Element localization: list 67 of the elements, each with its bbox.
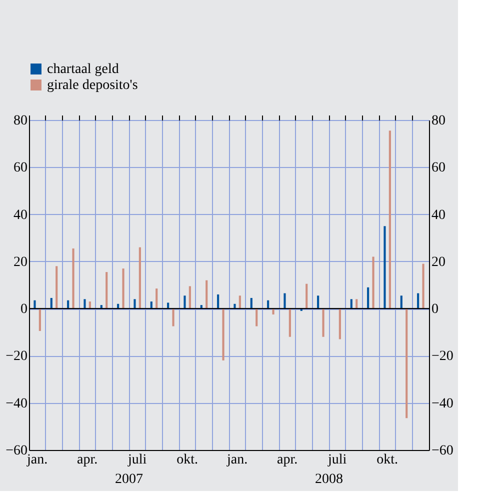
bar: [322, 308, 324, 337]
bar: [56, 266, 58, 309]
y2-tick-label: −60: [432, 444, 454, 458]
bar: [238, 296, 241, 309]
y2-tick-label: 20: [432, 254, 446, 270]
bar: [256, 308, 258, 326]
legend-label: girale deposito's: [47, 78, 138, 93]
bar: [167, 302, 170, 309]
y-tick-label: 80: [14, 114, 28, 128]
bar: [138, 247, 141, 309]
bar: [367, 287, 370, 309]
bar: [317, 296, 320, 309]
y2-tick-label: −40: [432, 396, 454, 412]
bar: [72, 248, 74, 309]
y-tick-label: −40: [6, 396, 28, 412]
y-tick-label: 40: [14, 208, 28, 223]
x-tick-label: apr.: [277, 452, 298, 468]
bar: [350, 299, 352, 309]
x-tick-label: juli: [326, 452, 347, 468]
y-tick-label: 0: [20, 302, 28, 318]
bar: [172, 308, 174, 326]
bar: [250, 298, 252, 309]
bar: [417, 293, 420, 309]
bar: [406, 308, 408, 418]
bar: [84, 299, 86, 309]
bar: [234, 304, 236, 309]
bar: [222, 308, 224, 360]
bar: [38, 308, 41, 331]
bar: [284, 293, 286, 309]
bar: [422, 264, 424, 309]
y2-tick-label: 0: [432, 302, 438, 318]
x-tick-label: juli: [126, 452, 147, 468]
bar: [372, 256, 374, 309]
bar: [400, 296, 402, 309]
y-tick-label: −20: [6, 349, 28, 364]
bar: [217, 294, 220, 309]
x-tick-label: okt.: [376, 452, 398, 468]
y2-tick-label: 40: [432, 208, 446, 223]
x-tick-label: jan.: [226, 452, 248, 468]
x-tick-label: okt.: [176, 452, 198, 468]
bar: [388, 130, 391, 309]
bar: [384, 226, 386, 309]
bar: [156, 288, 158, 309]
bar: [184, 296, 186, 309]
y-tick-label: −60: [6, 444, 28, 458]
bar: [106, 272, 108, 309]
y2-tick-label: 80: [432, 114, 446, 128]
text: 2008: [315, 472, 343, 487]
bar: [188, 286, 191, 309]
bar: [306, 284, 308, 309]
bar: [356, 299, 358, 309]
x-tick-label: jan.: [26, 452, 48, 468]
x-tick-label: apr.: [77, 452, 98, 468]
bar: [288, 308, 291, 337]
bar: [338, 308, 341, 340]
legend-label: chartaal geld: [47, 62, 119, 77]
y2-tick-label: −20: [432, 349, 454, 364]
bar: [134, 299, 136, 309]
text: 2007: [115, 472, 143, 487]
bar: [122, 268, 124, 309]
y-tick-label: 60: [14, 160, 28, 176]
y2-tick-label: 60: [432, 160, 446, 176]
y-tick-label: 20: [14, 254, 28, 270]
bar: [34, 300, 36, 309]
bar: [50, 298, 52, 309]
bar: [272, 308, 274, 314]
bar: [206, 280, 208, 309]
